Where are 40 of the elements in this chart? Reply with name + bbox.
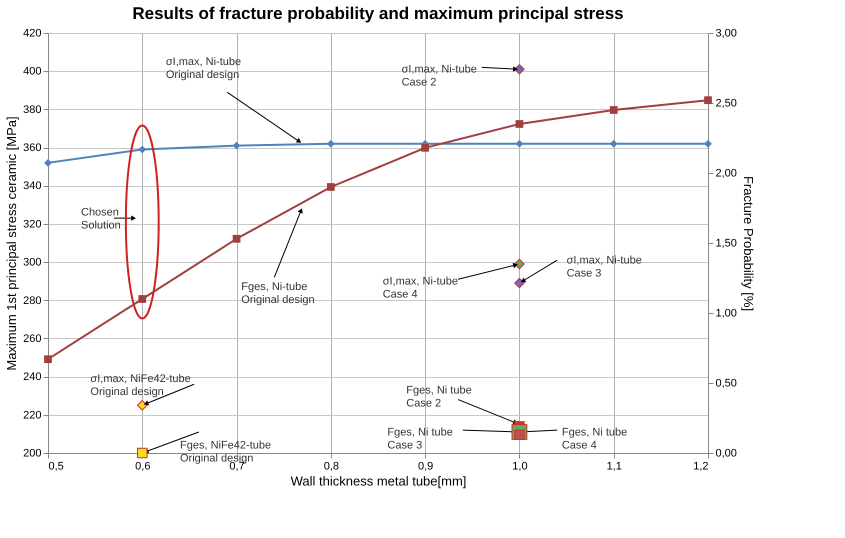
- annotation: σI,max, Ni-tube Case 3: [566, 254, 642, 280]
- y-tick-label: 420: [23, 28, 42, 40]
- y2-tick-label: 2,50: [716, 98, 737, 110]
- y-tick-label: 240: [23, 371, 42, 384]
- y-tick-label: 360: [23, 142, 42, 154]
- y2-tick-label: 2,00: [716, 168, 737, 180]
- y-tick-label: 300: [23, 256, 42, 269]
- y2-tick-label: 0,50: [716, 378, 737, 390]
- annotation: σI,max, NiFe42-tube Original design: [90, 372, 191, 398]
- y2-tick-label: 3,00: [716, 28, 737, 40]
- y-tick-label: 260: [23, 332, 42, 345]
- annotation: Fges, Ni-tube Original design: [241, 281, 315, 306]
- y-tick-label: 200: [23, 448, 42, 460]
- annotation: Chosen Solution: [81, 206, 121, 232]
- chart-title: Results of fracture probability and maximum principal stress: [132, 4, 624, 23]
- y-tick-label: 400: [23, 66, 42, 78]
- annotation: Fges, Ni tube Case 3: [387, 426, 453, 452]
- annotation: σI,max, Ni-tube Original design: [166, 56, 242, 81]
- x-tick-label: 0,8: [324, 460, 340, 472]
- x-tick-label: 1,2: [693, 460, 708, 472]
- annotation: Fges, Ni tube Case 2: [406, 384, 472, 410]
- y-tick-label: 380: [23, 104, 42, 116]
- x-tick-label: 1,1: [606, 460, 622, 472]
- x-tick-label: 0,6: [135, 460, 150, 472]
- annotation: σI,max, Ni-tube Case 4: [382, 275, 458, 300]
- y-tick-label: 220: [23, 409, 42, 422]
- x-tick-label: 0,9: [418, 460, 434, 472]
- x-axis-title: Wall thickness metal tube[mm]: [290, 474, 466, 488]
- y2-tick-label: 1,50: [716, 238, 737, 250]
- y-tick-label: 280: [23, 294, 42, 307]
- y-tick-label: 320: [23, 218, 42, 230]
- y2-tick-label: 0,00: [716, 448, 737, 460]
- x-tick-label: 0,5: [48, 460, 64, 472]
- y-axis-title: Maximum 1st principal stress ceramic [MPa]: [4, 116, 20, 371]
- y2-axis-title: Fracture Probability [%]: [740, 176, 756, 312]
- x-tick-label: 1,0: [512, 460, 528, 472]
- y2-tick-label: 1,00: [716, 308, 737, 320]
- annotation: σI,max, Ni-tube Case 2: [402, 64, 477, 89]
- annotation: Fges, Ni tube Case 4: [562, 426, 628, 452]
- y-tick-label: 340: [23, 180, 42, 192]
